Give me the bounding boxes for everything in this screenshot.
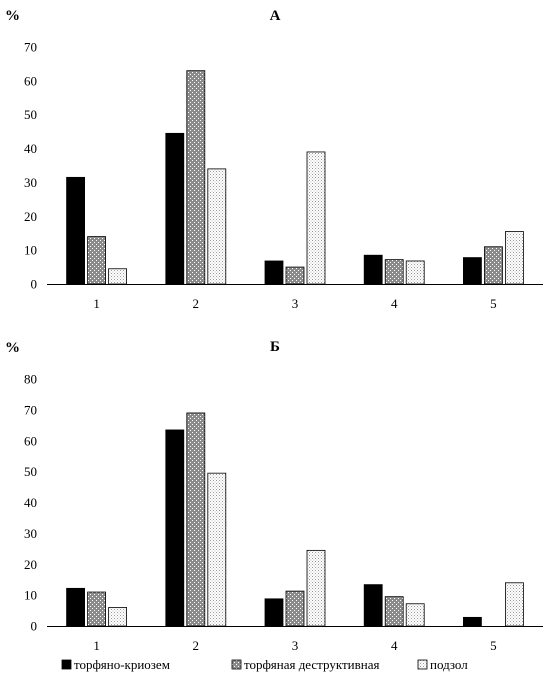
bar-destructive bbox=[186, 412, 206, 627]
bar-podzol bbox=[306, 151, 326, 285]
x-tick-label: 3 bbox=[292, 296, 299, 311]
bar-podzol bbox=[306, 549, 326, 627]
y-axis-label: % bbox=[5, 8, 20, 24]
bar-kriozem bbox=[66, 176, 85, 285]
bar-podzol bbox=[207, 168, 227, 285]
bar-destructive bbox=[87, 591, 106, 627]
chart-panel-a: А% 0 10 20 30 40 50 60 70 1 2 3 4 5 bbox=[5, 8, 543, 311]
x-tick-label: 3 bbox=[292, 638, 299, 653]
bar-podzol bbox=[504, 231, 524, 285]
bar-kriozem bbox=[363, 254, 383, 285]
bar-destructive bbox=[483, 246, 503, 285]
y-tick-label: 10 bbox=[24, 243, 37, 258]
bar-destructive bbox=[384, 596, 404, 627]
bar-kriozem bbox=[165, 429, 185, 627]
y-tick-label: 30 bbox=[24, 175, 37, 190]
y-tick-label: 60 bbox=[24, 433, 37, 448]
x-tick-label: 4 bbox=[391, 638, 398, 653]
y-tick-label: 0 bbox=[31, 277, 38, 292]
bar-kriozem bbox=[165, 132, 185, 285]
y-tick-label: 10 bbox=[24, 588, 37, 603]
legend-label: подзол bbox=[430, 657, 468, 672]
chart-legend: торфяно-криозем торфяная деструктивная под… bbox=[61, 657, 468, 672]
legend-swatch bbox=[231, 659, 242, 670]
bar-podzol bbox=[108, 607, 127, 627]
y-tick-label: 60 bbox=[24, 73, 37, 88]
y-tick-label: 50 bbox=[24, 107, 37, 122]
bar-podzol bbox=[405, 603, 425, 627]
x-tick-label: 5 bbox=[490, 638, 497, 653]
x-tick-label: 2 bbox=[193, 638, 200, 653]
y-tick-label: 20 bbox=[24, 209, 37, 224]
chart-title: Б bbox=[270, 339, 280, 355]
bar-destructive bbox=[384, 259, 404, 285]
x-tick-label: 4 bbox=[391, 296, 398, 311]
y-tick-label: 20 bbox=[24, 557, 37, 572]
bar-podzol bbox=[504, 582, 524, 627]
legend-swatch bbox=[417, 659, 428, 670]
bar-kriozem bbox=[66, 587, 85, 627]
bar-kriozem bbox=[264, 260, 284, 285]
legend-swatch bbox=[61, 659, 72, 670]
y-tick-label: 50 bbox=[24, 464, 37, 479]
bar-kriozem bbox=[462, 616, 482, 627]
y-axis-label: % bbox=[5, 340, 20, 356]
bar-kriozem bbox=[462, 257, 482, 285]
y-tick-label: 70 bbox=[24, 40, 37, 55]
y-tick-label: 40 bbox=[24, 141, 37, 156]
bar-kriozem bbox=[264, 598, 284, 627]
y-tick-label: 40 bbox=[24, 495, 37, 510]
bar-kriozem bbox=[363, 584, 383, 627]
y-tick-label: 70 bbox=[24, 402, 37, 417]
bar-podzol bbox=[207, 472, 227, 627]
legend-label: торфяно-криозем bbox=[74, 657, 170, 672]
chart-title: А bbox=[270, 8, 281, 24]
x-tick-label: 5 bbox=[490, 296, 497, 311]
y-tick-label: 80 bbox=[24, 372, 37, 387]
legend-label: торфяная деструктивная bbox=[244, 657, 379, 672]
y-tick-label: 0 bbox=[31, 619, 38, 634]
x-tick-label: 2 bbox=[193, 296, 200, 311]
bar-podzol bbox=[108, 268, 127, 285]
bar-destructive bbox=[87, 236, 106, 285]
bar-destructive bbox=[285, 266, 305, 285]
bar-destructive bbox=[285, 590, 305, 627]
x-tick-label: 1 bbox=[93, 296, 100, 311]
y-tick-label: 30 bbox=[24, 526, 37, 541]
x-tick-label: 1 bbox=[93, 638, 100, 653]
bar-destructive bbox=[186, 70, 206, 285]
chart-panel-b: Б% 0 10 20 30 40 50 60 70 80 1 2 3 4 5 bbox=[5, 339, 543, 653]
bar-podzol bbox=[405, 260, 425, 285]
